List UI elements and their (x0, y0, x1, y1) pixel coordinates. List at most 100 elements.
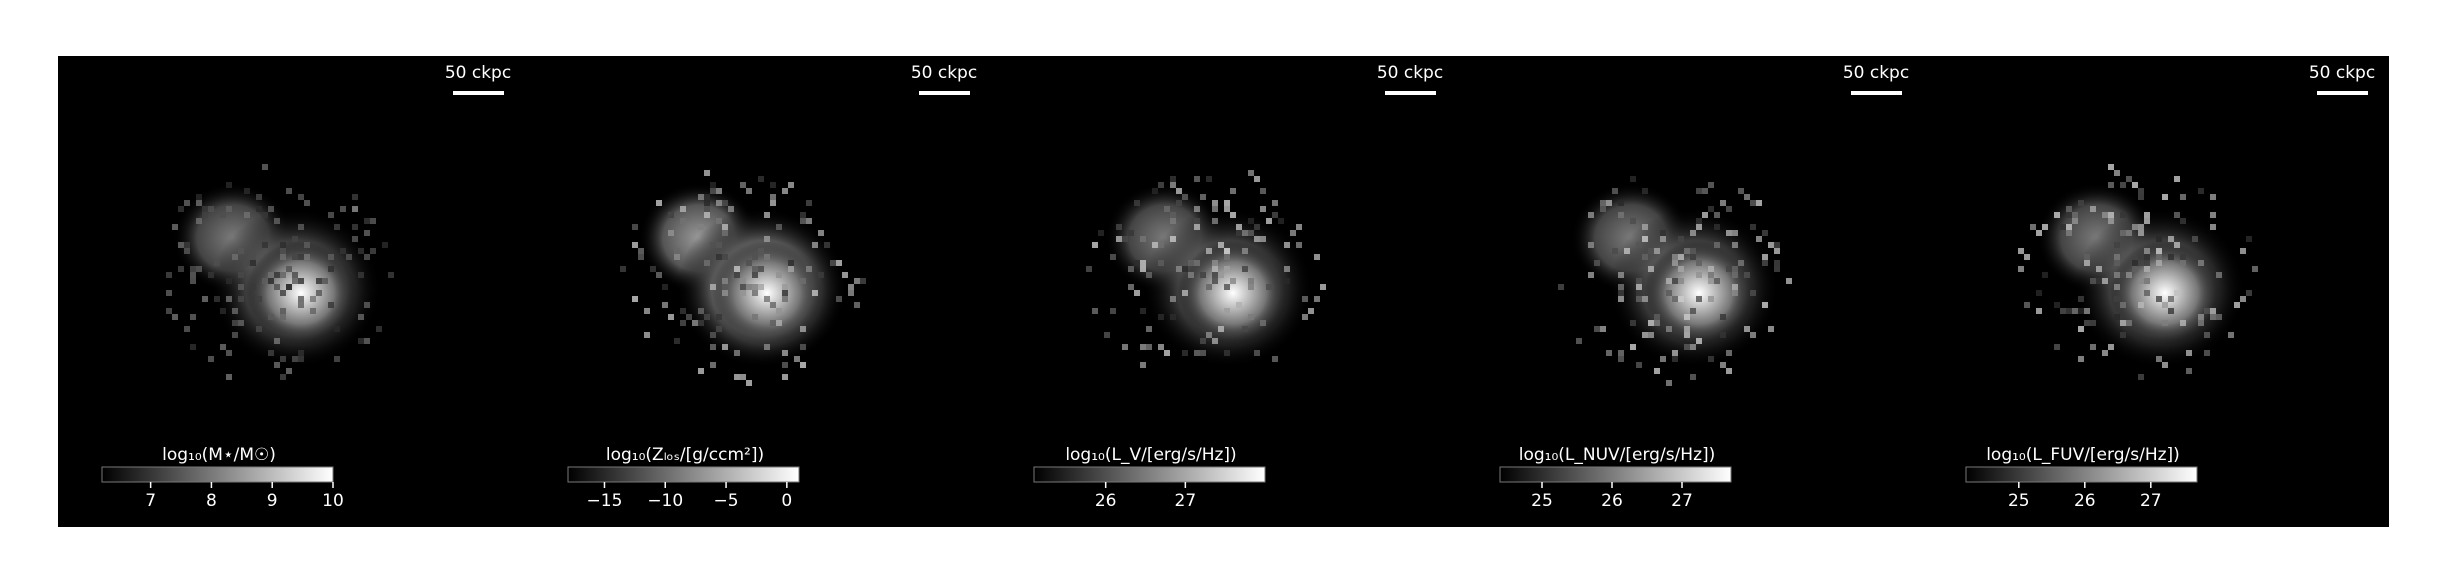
galaxy-pixel (1116, 236, 1122, 242)
galaxy-pixel (788, 260, 794, 266)
galaxy-pixel (1140, 236, 1146, 242)
galaxy-pixel (1158, 260, 1164, 266)
galaxy-pixel (746, 380, 752, 386)
galaxy-pixel (1284, 278, 1290, 284)
galaxy-pixel (1702, 188, 1708, 194)
galaxy-pixel (710, 332, 716, 338)
galaxy-pixel (1612, 188, 1618, 194)
galaxy-pixel (704, 260, 710, 266)
galaxy-pixel (298, 350, 304, 356)
galaxy-pixel (202, 212, 208, 218)
galaxy-pixel (274, 338, 280, 344)
galaxy-pixel (1732, 242, 1738, 248)
galaxy-pixel (2096, 278, 2102, 284)
galaxy-pixel (2198, 260, 2204, 266)
galaxy-pixel (202, 296, 208, 302)
galaxy-pixel (1618, 290, 1624, 296)
galaxy-pixel (1254, 176, 1260, 182)
galaxy-pixel (2120, 212, 2126, 218)
galaxy-pixel (1110, 254, 1116, 260)
scale-bar-label: 50 ckpc (445, 63, 511, 83)
galaxy-pixel (2090, 278, 2096, 284)
galaxy-pixel (1672, 296, 1678, 302)
galaxy-pixel (1284, 266, 1290, 272)
galaxy-pixel (752, 284, 758, 290)
galaxy-pixel (2114, 242, 2120, 248)
galaxy-pixel (2072, 212, 2078, 218)
galaxy-pixel (740, 182, 746, 188)
galaxy-pixel (1314, 296, 1320, 302)
galaxy-pixel (358, 272, 364, 278)
galaxy-pixel (1678, 254, 1684, 260)
galaxy-pixel (2066, 224, 2072, 230)
galaxy-pixel (716, 242, 722, 248)
galaxy-pixel (316, 290, 322, 296)
galaxy-pixel (800, 362, 806, 368)
galaxy-pixel (1714, 278, 1720, 284)
galaxy-pixel (782, 350, 788, 356)
galaxy-pixel (1242, 230, 1248, 236)
galaxy-pixel (370, 248, 376, 254)
galaxy-pixel (328, 266, 334, 272)
galaxy-pixel (2066, 230, 2072, 236)
galaxy-pixel (1140, 260, 1146, 266)
galaxy-pixel (2108, 344, 2114, 350)
galaxy-pixel (1140, 344, 1146, 350)
galaxy-pixel (770, 194, 776, 200)
galaxy-pixel (1708, 278, 1714, 284)
galaxy-pixel (2252, 266, 2258, 272)
galaxy-pixel (722, 200, 728, 206)
galaxy-pixel (1690, 308, 1696, 314)
galaxy-pixel (2102, 278, 2108, 284)
galaxy-pixel (650, 266, 656, 272)
galaxy-pixel (1588, 272, 1594, 278)
panel: 50 ckpc log₁₀(L_V/[erg/s/Hz]) 26 27 (990, 56, 1457, 527)
galaxy-pixel (2138, 224, 2144, 230)
galaxy-pixel (1200, 194, 1206, 200)
galaxy-pixel (1116, 224, 1122, 230)
galaxy-pixel (2162, 302, 2168, 308)
galaxy-pixel (1726, 266, 1732, 272)
galaxy-pixel (1158, 314, 1164, 320)
galaxy-pixel (1648, 248, 1654, 254)
scale-bar-label: 50 ckpc (1843, 63, 1909, 83)
galaxy-pixel (2126, 176, 2132, 182)
galaxy-pixel (734, 350, 740, 356)
galaxy-pixel (2084, 260, 2090, 266)
galaxy-pixel (2138, 254, 2144, 260)
galaxy-pixel (1260, 188, 1266, 194)
galaxy-pixel (692, 320, 698, 326)
galaxy-pixel (1200, 350, 1206, 356)
galaxy-pixel (298, 278, 304, 284)
galaxy-pixel (752, 254, 758, 260)
galaxy-core (1178, 241, 1288, 345)
galaxy-pixel (1200, 338, 1206, 344)
galaxy-pixel (1140, 362, 1146, 368)
galaxy-pixel (1302, 296, 1308, 302)
galaxy-pixel (1128, 230, 1134, 236)
galaxy-pixel (2120, 332, 2126, 338)
galaxy-pixel (2204, 308, 2210, 314)
galaxy-pixel (334, 224, 340, 230)
galaxy-pixel (1212, 260, 1218, 266)
galaxy-pixel (1308, 308, 1314, 314)
galaxy-pixel (2168, 308, 2174, 314)
galaxy-pixel (184, 248, 190, 254)
galaxy-pixel (340, 206, 346, 212)
galaxy-pixel (238, 320, 244, 326)
galaxy-pixel (2090, 320, 2096, 326)
galaxy-pixel (1714, 224, 1720, 230)
galaxy-pixel (256, 194, 262, 200)
galaxy-pixel (1206, 332, 1212, 338)
galaxy-pixel (1720, 332, 1726, 338)
galaxy-pixel (752, 314, 758, 320)
galaxy-pixel (286, 266, 292, 272)
galaxy-pixel (806, 200, 812, 206)
galaxy-pixel (716, 200, 722, 206)
galaxy-pixel (310, 308, 316, 314)
galaxy-pixel (1098, 230, 1104, 236)
galaxy-pixel (1762, 230, 1768, 236)
galaxy-pixel (722, 224, 728, 230)
galaxy-pixel (304, 254, 310, 260)
galaxy-pixel (1654, 314, 1660, 320)
